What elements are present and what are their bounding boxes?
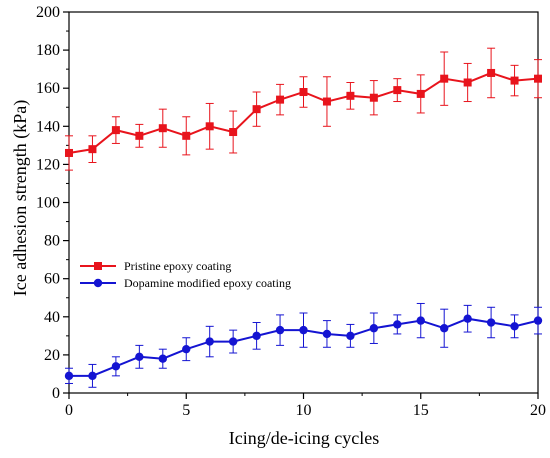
data-point bbox=[346, 331, 355, 341]
y-tick-label: 180 bbox=[36, 42, 60, 59]
legend: Pristine epoxy coating Dopamine modified … bbox=[80, 259, 291, 290]
data-point bbox=[416, 89, 425, 98]
x-tick-label: 5 bbox=[182, 402, 190, 419]
data-point bbox=[252, 105, 261, 114]
y-tick-label: 120 bbox=[36, 156, 60, 173]
data-point bbox=[182, 344, 191, 354]
data-point bbox=[416, 316, 425, 325]
data-point bbox=[486, 318, 496, 327]
data-point bbox=[510, 76, 519, 85]
data-point bbox=[299, 325, 308, 335]
x-tick-label: 15 bbox=[413, 402, 429, 419]
data-point bbox=[88, 371, 97, 381]
legend-item: Dopamine modified epoxy coating bbox=[80, 276, 291, 290]
x-axis: 0 5 10 15 20 bbox=[65, 393, 546, 419]
data-point bbox=[510, 322, 519, 331]
y-tick-label: 160 bbox=[36, 80, 60, 97]
data-point bbox=[534, 74, 542, 83]
x-tick-label: 20 bbox=[530, 402, 546, 419]
data-point bbox=[346, 91, 355, 100]
legend-marker bbox=[93, 278, 103, 288]
data-point bbox=[65, 148, 73, 157]
y-tick-label: 20 bbox=[44, 347, 60, 364]
x-axis-title: Icing/de-icing cycles bbox=[229, 428, 379, 448]
data-point bbox=[276, 95, 285, 104]
data-point bbox=[275, 325, 285, 335]
legend-label: Dopamine modified epoxy coating bbox=[124, 276, 291, 290]
y-axis: 0 20 40 60 80 100 120 140 160 180 200 bbox=[36, 4, 69, 402]
data-point bbox=[205, 337, 214, 346]
y-tick-label: 100 bbox=[36, 195, 60, 212]
x-tick-label: 0 bbox=[65, 402, 73, 419]
data-point bbox=[393, 86, 402, 95]
data-point bbox=[487, 68, 496, 77]
data-point bbox=[205, 122, 214, 131]
data-point bbox=[533, 316, 543, 325]
data-point bbox=[299, 88, 308, 97]
y-tick-label: 40 bbox=[44, 309, 60, 326]
data-point bbox=[252, 331, 261, 341]
y-tick-label: 60 bbox=[44, 271, 60, 288]
data-point bbox=[228, 337, 238, 346]
data-point bbox=[440, 74, 449, 83]
y-tick-label: 0 bbox=[52, 385, 60, 402]
series-2 bbox=[64, 302, 543, 388]
data-point bbox=[158, 124, 167, 133]
y-tick-label: 80 bbox=[44, 233, 60, 250]
data-point bbox=[64, 371, 74, 381]
data-point bbox=[135, 131, 144, 140]
data-point bbox=[369, 93, 378, 102]
data-point bbox=[440, 324, 449, 333]
data-point bbox=[182, 131, 191, 140]
data-point bbox=[393, 320, 402, 329]
y-tick-label: 200 bbox=[36, 4, 60, 21]
legend-label: Pristine epoxy coating bbox=[124, 259, 231, 273]
data-point bbox=[463, 314, 472, 323]
data-point bbox=[322, 97, 331, 106]
legend-marker bbox=[94, 262, 102, 270]
series-layer bbox=[64, 47, 543, 388]
data-point bbox=[322, 329, 332, 339]
data-point bbox=[135, 352, 144, 362]
data-point bbox=[463, 78, 472, 87]
legend-item: Pristine epoxy coating bbox=[80, 259, 231, 273]
data-point bbox=[111, 362, 121, 371]
data-point bbox=[111, 126, 120, 135]
data-point bbox=[88, 145, 97, 154]
y-axis-title: Ice adhesion strength (kPa) bbox=[10, 100, 31, 296]
series-1 bbox=[65, 47, 542, 171]
data-point bbox=[369, 324, 379, 333]
y-tick-label: 140 bbox=[36, 118, 60, 135]
x-tick-label: 10 bbox=[296, 402, 312, 419]
data-point bbox=[158, 354, 167, 363]
data-point bbox=[229, 128, 238, 137]
